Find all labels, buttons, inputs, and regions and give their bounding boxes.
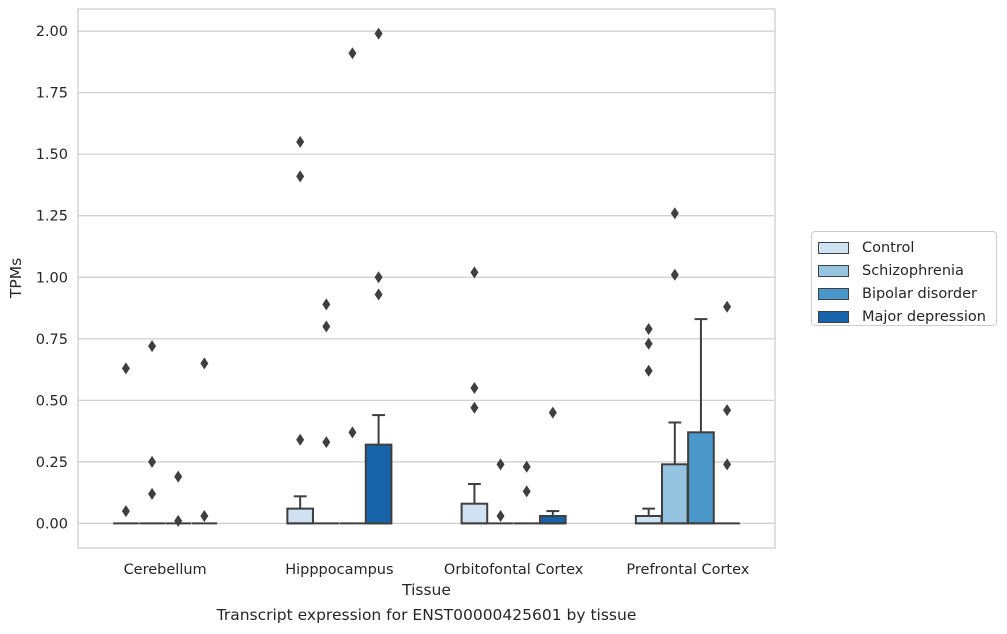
legend-label: Bipolar disorder: [862, 285, 977, 302]
box-3-1: [364, 414, 393, 525]
plot-area-background: [78, 9, 775, 548]
outlier-point: [348, 47, 357, 60]
outlier-point: [470, 401, 479, 414]
y-tick-label: 0.50: [36, 393, 68, 409]
boxes: [113, 318, 740, 525]
box-body: [286, 507, 314, 525]
outlier-point: [670, 268, 679, 281]
x-tick-label: Orbitofontal Cortex: [444, 562, 584, 578]
outlier-point: [548, 406, 557, 419]
outlier-point: [174, 514, 183, 527]
legend-item: Major depression: [818, 305, 996, 328]
outlier-point: [470, 382, 479, 395]
outlier-point: [296, 170, 305, 183]
y-tick-labels: 0.00 0.25 0.50 0.75 1.00 1.25 1.50 1.75 2.00: [36, 24, 68, 532]
box-0-2: [460, 483, 489, 525]
outlier-point: [670, 207, 679, 220]
y-tick-label: 2.00: [36, 24, 68, 40]
outlier-point: [522, 485, 531, 498]
y-tick-label: 1.25: [36, 209, 68, 225]
outlier-point: [496, 458, 505, 471]
box-0-1: [286, 495, 314, 525]
outlier-point: [374, 271, 383, 284]
box-2-3: [687, 318, 715, 525]
outlier-point: [374, 288, 383, 301]
box-body: [687, 431, 715, 525]
x-tick-label: Prefrontal Cortex: [626, 562, 749, 578]
legend-item: Schizophrenia: [818, 259, 996, 282]
y-tick-label: 0.25: [36, 455, 68, 471]
outlier-point: [121, 362, 130, 375]
outlier-point: [322, 436, 331, 449]
outlier-point: [121, 505, 130, 518]
y-tick-label: 1.00: [36, 270, 68, 286]
x-tick-labels: Cerebellum Hipppocampus Orbitofontal Corte…: [124, 562, 750, 578]
y-tick-label: 0.00: [36, 516, 68, 532]
y-tick-label: 1.50: [36, 147, 68, 163]
outlier-point: [200, 357, 209, 370]
outlier-point: [200, 510, 209, 523]
y-tick-label: 0.75: [36, 332, 68, 348]
outlier-point: [322, 298, 331, 311]
outlier-point: [148, 340, 157, 353]
outlier-point: [496, 510, 505, 523]
outlier-point: [522, 460, 531, 473]
outlier-point: [723, 404, 732, 417]
box-body: [634, 515, 663, 525]
legend-swatch: [818, 310, 849, 323]
legend-swatch: [818, 241, 849, 254]
chart-caption: Transcript expression for ENST0000042560…: [216, 606, 637, 624]
x-axis-label: Tissue: [401, 581, 451, 599]
outlier-point: [296, 433, 305, 446]
outlier-point: [470, 266, 479, 279]
y-tick-label: 1.75: [36, 86, 68, 102]
legend-item: Control: [818, 236, 996, 259]
outlier-point: [322, 320, 331, 333]
outlier-point: [644, 337, 653, 350]
box-body: [460, 502, 489, 525]
box-body: [364, 443, 393, 525]
box-3-2: [539, 510, 567, 525]
outlier-point: [148, 455, 157, 468]
x-tick-label: Hipppocampus: [285, 562, 393, 578]
x-tick-label: Cerebellum: [124, 562, 207, 578]
y-axis-label: TPMs: [7, 258, 25, 299]
legend-swatch: [818, 264, 849, 277]
legend-label: Schizophrenia: [862, 262, 964, 279]
outlier-point: [296, 135, 305, 148]
outlier-point: [348, 426, 357, 439]
legend: Control Schizophrenia Bipolar disorder Majo…: [811, 231, 997, 326]
legend-label: Control: [862, 239, 915, 256]
outlier-point: [644, 364, 653, 377]
box-body: [539, 515, 567, 525]
legend-label: Major depression: [862, 308, 986, 325]
outlier-point: [644, 322, 653, 335]
outlier-point: [148, 487, 157, 500]
plot-area-frame: [77, 8, 776, 549]
outlier-point: [723, 458, 732, 471]
legend-swatch: [818, 287, 849, 300]
outlier-point: [374, 27, 383, 40]
outlier-point: [174, 470, 183, 483]
outlier-point: [723, 300, 732, 313]
legend-item: Bipolar disorder: [818, 282, 996, 305]
box-body: [660, 463, 689, 525]
outlier-points: [121, 27, 732, 527]
